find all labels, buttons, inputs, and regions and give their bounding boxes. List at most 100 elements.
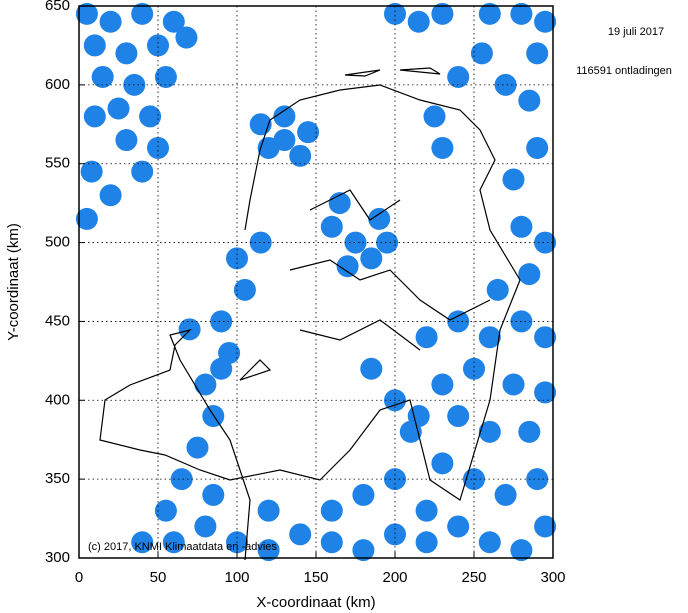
discharge-point [526, 136, 549, 159]
discharge-point [257, 499, 280, 522]
discharge-point [210, 310, 233, 333]
discharge-point [320, 499, 343, 522]
discharge-point [210, 357, 233, 380]
x-tick-label: 150 [303, 569, 328, 586]
discharge-point [502, 168, 525, 191]
discharge-point [431, 2, 454, 25]
discharge-point [115, 42, 138, 65]
discharge-point [534, 326, 557, 349]
discharge-point [384, 523, 406, 546]
discharge-point [147, 34, 169, 57]
discharge-point [107, 97, 130, 120]
discharge-point [486, 278, 509, 301]
discharge-point [202, 483, 225, 506]
discharge-point [431, 452, 454, 475]
y-tick-label: 450 [45, 312, 70, 329]
discharge-point [510, 539, 533, 562]
discharge-point [470, 42, 493, 65]
discharge-point [447, 515, 470, 538]
points [75, 2, 557, 562]
discharge-point [154, 65, 177, 88]
discharge-point [336, 255, 359, 278]
discharge-point [289, 523, 312, 546]
discharge-point [297, 121, 320, 144]
x-tick-label: 200 [382, 569, 407, 586]
discharge-point [75, 207, 98, 230]
y-tick-label: 500 [45, 234, 70, 251]
y-tick-label: 550 [45, 155, 70, 172]
y-tick-label: 350 [45, 470, 70, 487]
discharge-point [352, 483, 375, 506]
discharge-point [510, 2, 533, 25]
discharge-point [147, 136, 169, 159]
discharge-point [99, 10, 122, 33]
y-axis-label: Y-coordinaat (km) [5, 223, 22, 341]
discharge-point [249, 231, 272, 254]
count-label: 116591 ontladingen [576, 65, 672, 77]
discharge-point [423, 105, 446, 128]
y-tick-label: 600 [45, 76, 70, 93]
discharge-point [99, 184, 122, 207]
discharge-point [115, 129, 138, 152]
discharge-point [162, 531, 185, 554]
discharge-point [257, 539, 280, 562]
discharge-point [510, 215, 533, 238]
discharge-point [431, 373, 454, 396]
discharge-point [273, 129, 296, 152]
discharge-point [447, 405, 470, 428]
discharge-point [202, 405, 225, 428]
discharge-point [502, 373, 525, 396]
discharge-point [494, 483, 517, 506]
discharge-point [273, 105, 296, 128]
discharge-point [518, 89, 541, 112]
map-outline [99, 67, 521, 561]
date-label: 19 juli 2017 [608, 26, 664, 38]
x-axis-label: X-coordinaat (km) [256, 594, 375, 611]
x-tick-label: 300 [540, 569, 565, 586]
discharge-point [447, 65, 470, 88]
discharge-point [526, 42, 549, 65]
discharge-point [233, 278, 256, 301]
discharge-point [494, 73, 517, 96]
discharge-point [463, 357, 485, 380]
x-tick-label: 100 [224, 569, 249, 586]
discharge-point [478, 420, 501, 443]
discharge-point [91, 65, 114, 88]
y-tick-label: 650 [45, 0, 70, 14]
discharge-point [170, 468, 193, 491]
discharge-point [320, 531, 343, 554]
discharge-point [415, 499, 438, 522]
discharge-point [478, 326, 501, 349]
discharge-point [352, 539, 375, 562]
x-tick-label: 0 [75, 569, 83, 586]
discharge-point [186, 436, 209, 459]
discharge-point [83, 105, 106, 128]
discharge-point [178, 318, 201, 341]
discharge-point [131, 2, 154, 25]
discharge-point [384, 2, 406, 25]
y-tick-label: 400 [45, 391, 70, 408]
discharge-point [131, 160, 154, 183]
discharge-point [75, 2, 98, 25]
discharge-point [415, 326, 438, 349]
discharge-point [478, 531, 501, 554]
discharge-point [131, 531, 154, 554]
discharge-point [320, 215, 343, 238]
discharge-point [526, 468, 549, 491]
discharge-point [518, 263, 541, 286]
discharge-point [175, 26, 198, 49]
discharge-point [360, 357, 383, 380]
discharge-point [407, 10, 430, 33]
x-tick-label: 250 [461, 569, 486, 586]
discharge-point [534, 515, 557, 538]
discharge-point [534, 381, 557, 404]
discharge-point [344, 231, 367, 254]
discharge-point [534, 231, 557, 254]
discharge-point [83, 34, 106, 57]
discharge-point [415, 531, 438, 554]
discharge-point [194, 515, 217, 538]
discharge-point [518, 420, 541, 443]
discharge-point [478, 2, 501, 25]
discharge-point [154, 499, 177, 522]
